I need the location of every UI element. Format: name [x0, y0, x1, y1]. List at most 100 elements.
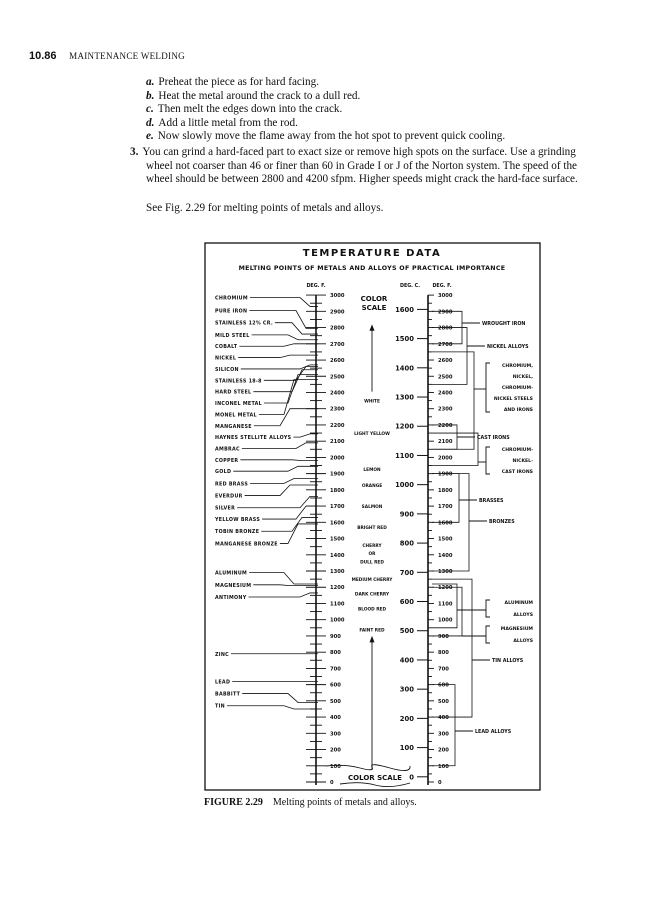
left-tick-label: 900: [330, 634, 341, 640]
item-line: wheel should be between 2800 and 4200 sf…: [146, 173, 578, 186]
metal-label: MANGANESE BRONZE: [215, 541, 278, 547]
metal-leader-line: [249, 297, 318, 307]
caption-label: FIGURE 2.29: [204, 797, 263, 808]
step-d: d. Add a little metal from the rod.: [146, 117, 505, 131]
figure-title: TEMPERATURE DATA: [303, 248, 441, 259]
left-tick-label: 2800: [330, 326, 345, 332]
left-tick-label: 1800: [330, 488, 345, 494]
step-text: Preheat the piece as for hard facing.: [158, 76, 319, 88]
color-name: BRIGHT RED: [357, 525, 387, 531]
c-tick-label: 0: [409, 773, 414, 781]
left-tick-label: 1100: [330, 601, 345, 607]
right-f-tick-label: 3000: [438, 293, 453, 299]
color-name: CHERRY: [362, 543, 382, 549]
right-f-tick-label: 2400: [438, 390, 453, 396]
right-axis-label-c: DEG. C.: [400, 283, 420, 289]
right-f-tick-label: 300: [438, 731, 449, 737]
right-f-tick-label: 1300: [438, 569, 453, 575]
alloy-bracket: [432, 583, 458, 629]
left-tick-label: 1200: [330, 585, 345, 591]
left-tick-label: 1600: [330, 520, 345, 526]
alloy-bracket: [432, 473, 470, 572]
alloy-bracket-mark: [485, 625, 490, 644]
c-tick-label: 500: [400, 627, 414, 635]
step-letter: e.: [146, 130, 154, 143]
color-name: OR: [369, 551, 377, 557]
metal-label: AMBRAC: [215, 446, 240, 452]
right-f-tick-label: 2300: [438, 407, 453, 413]
alloy-bracket: [432, 684, 456, 767]
step-c: c. Then melt the edges down into the crac…: [146, 103, 505, 117]
c-tick-label: 1200: [395, 423, 414, 431]
right-f-tick-label: 1600: [438, 520, 453, 526]
right-f-tick-label: 200: [438, 748, 449, 754]
arrow-head-icon: [369, 324, 375, 331]
metal-label: TOBIN BRONZE: [215, 529, 259, 535]
metal-label: SILICON: [215, 367, 239, 373]
right-axis-label-f: DEG. F.: [432, 283, 451, 289]
metal-label: STAINLESS 12% CR.: [215, 321, 273, 327]
metal-label: EVERDUR: [215, 494, 243, 500]
alloy-label: LEAD ALLOYS: [475, 729, 512, 735]
metal-label: ZINC: [215, 652, 229, 658]
metal-label: SILVER: [215, 506, 235, 512]
right-f-tick-label: 2000: [438, 455, 453, 461]
right-f-tick-label: 1400: [438, 553, 453, 559]
right-f-tick-label: 600: [438, 683, 449, 689]
step-list: a. Preheat the piece as for hard facing. …: [146, 76, 505, 144]
c-tick-label: 700: [400, 569, 414, 577]
alloy-label: WROUGHT IRON: [482, 321, 525, 327]
step-letter: a.: [146, 76, 155, 88]
c-tick-label: 1600: [395, 306, 414, 314]
left-tick-label: 2400: [330, 390, 345, 396]
running-title: MAINTENANCE WELDING: [69, 51, 185, 61]
metal-leader-line: [293, 433, 318, 438]
color-name: LIGHT YELLOW: [354, 431, 390, 437]
page-number: 10.86: [29, 50, 57, 62]
metal-leader-line: [240, 459, 318, 462]
left-tick-label: 2500: [330, 374, 345, 380]
metal-leader-line: [239, 343, 318, 347]
right-f-tick-label: 2500: [438, 374, 453, 380]
left-tick-label: 1500: [330, 537, 345, 543]
step-letter: b.: [146, 89, 155, 102]
metal-label: MILD STEEL: [215, 333, 250, 339]
metal-label: MAGNESIUM: [215, 583, 251, 589]
left-tick-label: 2100: [330, 439, 345, 445]
metal-leader-line: [261, 517, 318, 532]
alloy-bracket-mark: [485, 362, 490, 413]
left-tick-label: 2700: [330, 342, 345, 348]
c-tick-label: 1500: [395, 335, 414, 343]
left-tick-label: 2600: [330, 358, 345, 364]
metal-label: HARD STEEL: [215, 390, 251, 396]
right-f-tick-label: 500: [438, 699, 449, 705]
item-number: 3.: [130, 146, 139, 158]
arrow-head-icon: [369, 635, 375, 643]
left-tick-label: 2900: [330, 309, 345, 315]
step-text: Now slowly move the flame away from the …: [157, 130, 506, 143]
alloy-label: CHROMIUM-: [502, 385, 533, 391]
alloy-label: CHROMIUM-: [502, 447, 533, 453]
step-text: Add a little metal from the rod.: [158, 116, 298, 129]
left-tick-label: 500: [330, 699, 341, 705]
right-f-tick-label: 400: [438, 715, 449, 721]
alloy-label: ALLOYS: [513, 612, 533, 618]
metal-label: RED BRASS: [215, 481, 248, 487]
color-name: LEMON: [363, 467, 381, 473]
alloy-label: NICKEL,: [513, 374, 534, 380]
right-f-tick-label: 1700: [438, 504, 453, 510]
left-tick-label: 1300: [330, 569, 345, 575]
alloy-label: BRONZES: [489, 519, 515, 525]
metal-leader-line: [253, 584, 318, 587]
metal-label: MONEL METAL: [215, 412, 257, 418]
color-scale-brace: [325, 764, 411, 771]
metal-leader-line: [258, 379, 318, 415]
metal-leader-line: [240, 364, 318, 370]
right-f-tick-label: 2600: [438, 358, 453, 364]
right-f-tick-label: 800: [438, 650, 449, 656]
metal-label: MANGANESE: [215, 424, 252, 430]
alloy-label: ALLOYS: [513, 638, 533, 644]
alloy-label: TIN ALLOYS: [492, 658, 524, 664]
temperature-data-figure: TEMPERATURE DATA MELTING POINTS OF METAL…: [204, 242, 541, 791]
color-scale-word-2: SCALE: [362, 304, 387, 312]
